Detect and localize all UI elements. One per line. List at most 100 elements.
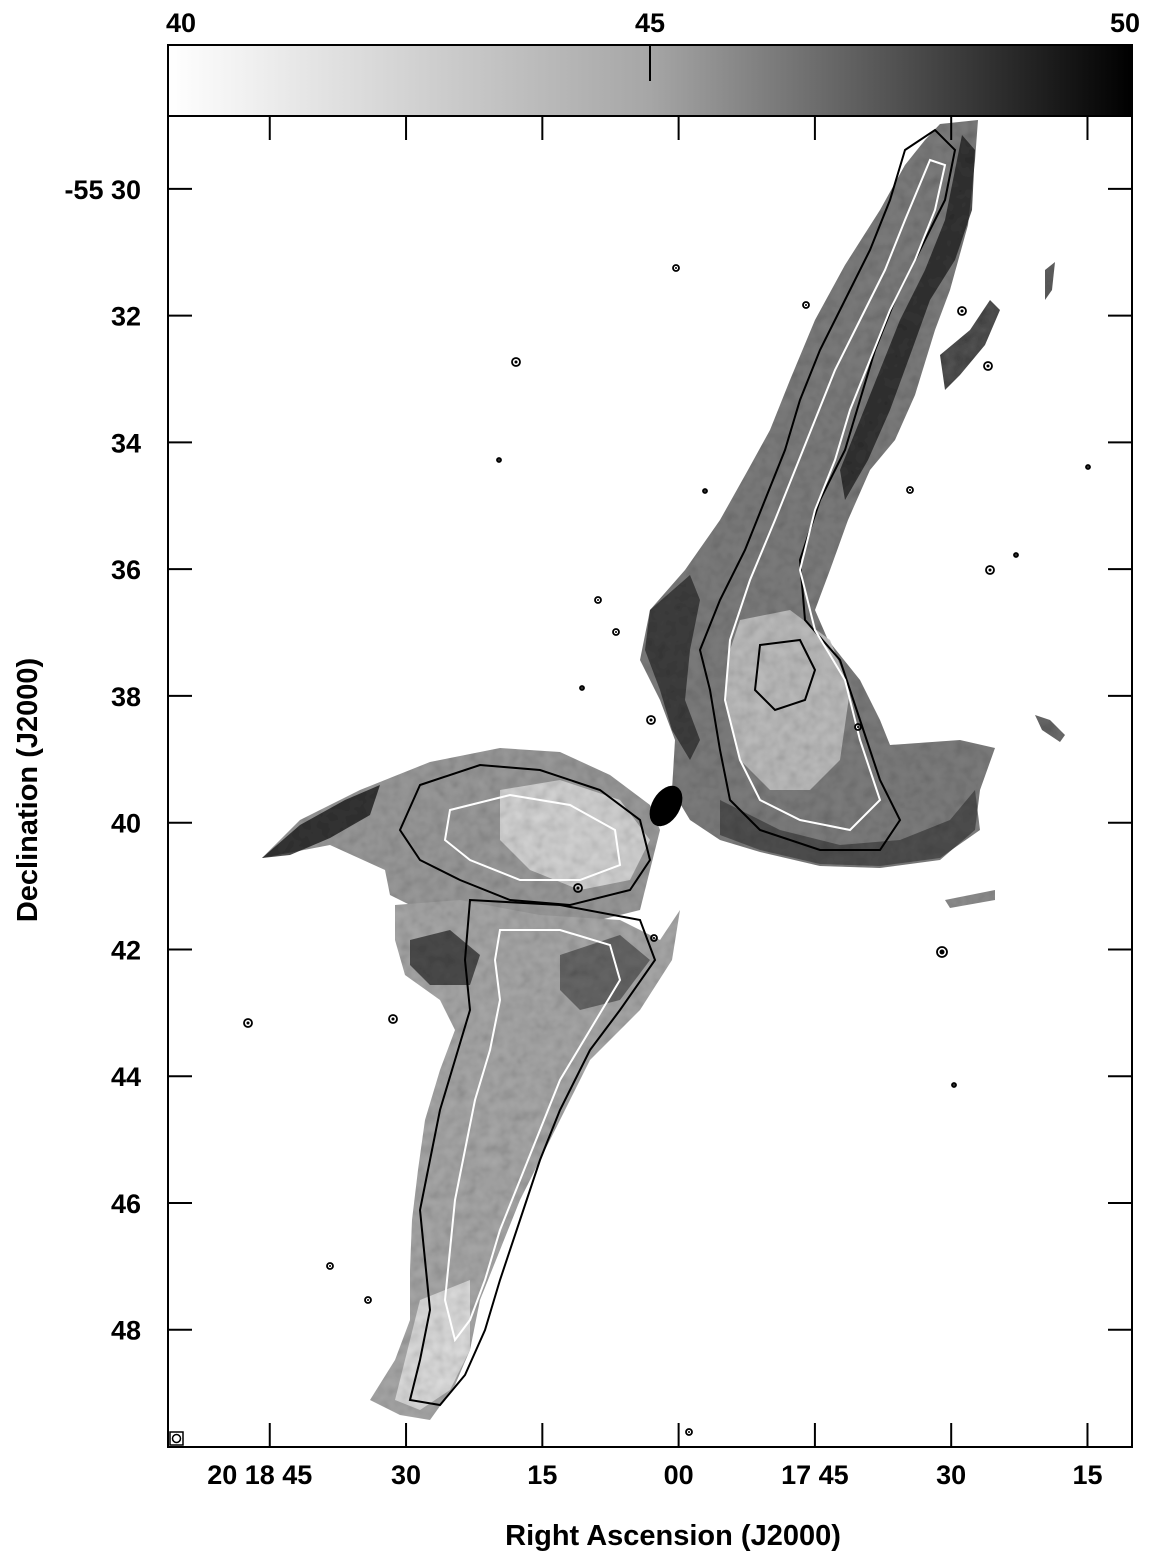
- point-source: [854, 723, 862, 731]
- contour-white-north: [723, 158, 947, 832]
- beam-marker: [169, 1431, 184, 1446]
- colorbar-ticks: [167, 45, 1133, 81]
- contour-white-west: [443, 793, 622, 881]
- colorbar: 40 45 50: [166, 8, 1140, 117]
- y-axis-tick-labels: -55 30 32 34 36 38 40 42 44 46 48: [64, 175, 141, 1346]
- y-tick-label: 34: [111, 428, 141, 458]
- y-tick-label: -55 30: [64, 175, 141, 205]
- point-source: [511, 357, 521, 367]
- point-source-core: [1015, 554, 1017, 556]
- northern-lobe-dark-ridge: [840, 135, 975, 500]
- point-source-core: [857, 726, 859, 728]
- point-source: [646, 715, 656, 725]
- point-source: [983, 361, 993, 371]
- point-source-core: [615, 631, 617, 633]
- point-source: [685, 1428, 693, 1436]
- point-source: [672, 264, 680, 272]
- point-source: [951, 1082, 957, 1088]
- colorbar-tick-label: 45: [635, 8, 665, 38]
- north-filaments: [940, 300, 1000, 390]
- point-source-core: [805, 304, 807, 306]
- northern-lobe-dark-edge: [645, 575, 700, 760]
- point-source: [802, 301, 810, 309]
- western-wing-light-core: [500, 780, 650, 890]
- emission-map: [262, 120, 1065, 1420]
- point-source-core: [675, 267, 677, 269]
- colorbar-tick-labels: 40 45 50: [166, 8, 1140, 38]
- x-axis-tick-labels: 20 18 45 30 15 00 17 45 30 15: [207, 1460, 1102, 1490]
- point-source-core: [704, 490, 706, 492]
- point-source-core: [581, 687, 583, 689]
- x-tick-label: 20 18 45: [207, 1460, 312, 1490]
- point-source: [364, 1296, 372, 1304]
- contours: [398, 128, 957, 1407]
- lower-right-fragment: [945, 890, 995, 908]
- y-tick-label: 42: [111, 935, 141, 965]
- y-tick-label: 38: [111, 682, 141, 712]
- point-source: [579, 685, 585, 691]
- point-source: [702, 488, 708, 494]
- point-source-core: [953, 1084, 955, 1086]
- x-tick-label: 30: [936, 1460, 966, 1490]
- x-tick-label: 15: [527, 1460, 557, 1490]
- point-source: [1013, 552, 1019, 558]
- point-source-core: [988, 568, 992, 572]
- point-source-core: [246, 1021, 250, 1025]
- point-source: [985, 565, 995, 575]
- point-source: [594, 596, 602, 604]
- y-tick-label: 46: [111, 1189, 141, 1219]
- point-source: [1085, 464, 1091, 470]
- point-source-core: [909, 489, 911, 491]
- point-source-core: [939, 949, 945, 955]
- point-source: [496, 457, 502, 463]
- contour-black-west: [398, 763, 652, 907]
- point-source-core: [597, 599, 599, 601]
- northern-lobe-light-core: [725, 610, 850, 790]
- colorbar-tick-label: 40: [166, 8, 196, 38]
- y-tick-label: 44: [111, 1062, 141, 1092]
- point-source-core: [576, 886, 580, 890]
- point-source-core: [649, 718, 653, 722]
- y-tick-label: 40: [111, 809, 141, 839]
- point-source-core: [1087, 466, 1089, 468]
- point-source: [388, 1014, 398, 1024]
- point-source-core: [391, 1017, 395, 1021]
- point-source-core: [960, 309, 964, 313]
- point-source: [243, 1018, 253, 1028]
- y-tick-label: 32: [111, 302, 141, 332]
- contour-black-south: [408, 898, 657, 1407]
- western-wing-dark-edge: [262, 785, 380, 858]
- southern-lobe-dark-patch: [410, 930, 480, 985]
- point-source-core: [986, 364, 990, 368]
- point-source: [573, 883, 583, 893]
- point-source-core: [688, 1431, 690, 1433]
- x-axis-ticks: [268, 116, 1089, 1447]
- x-axis-title: Right Ascension (J2000): [505, 1520, 841, 1552]
- point-source: [957, 306, 967, 316]
- point-source: [936, 946, 948, 958]
- x-tick-label: 17 45: [781, 1460, 849, 1490]
- point-source-core: [514, 360, 518, 364]
- point-source: [326, 1262, 334, 1270]
- x-tick-label: 00: [664, 1460, 694, 1490]
- point-source-core: [653, 937, 655, 939]
- contour-black-inner: [753, 638, 817, 712]
- contour-white-south: [443, 929, 622, 1343]
- north-filament-right: [1045, 262, 1055, 300]
- x-tick-label: 30: [391, 1460, 421, 1490]
- northern-lobe-lower-band: [720, 790, 980, 866]
- y-tick-label: 36: [111, 555, 141, 585]
- y-tick-label: 48: [111, 1316, 141, 1346]
- x-tick-label: 15: [1072, 1460, 1102, 1490]
- southern-lobe-pale-tail: [395, 1280, 470, 1410]
- y-axis-title: Declination (J2000): [12, 658, 44, 922]
- southern-lobe-dark-band: [560, 935, 650, 1010]
- colorbar-tick-label: 50: [1110, 8, 1140, 38]
- point-source: [612, 628, 620, 636]
- central-core: [649, 785, 683, 827]
- point-source-core: [329, 1265, 331, 1267]
- plot-frame: [167, 115, 1133, 1448]
- point-source: [906, 486, 914, 494]
- point-source-core: [498, 459, 500, 461]
